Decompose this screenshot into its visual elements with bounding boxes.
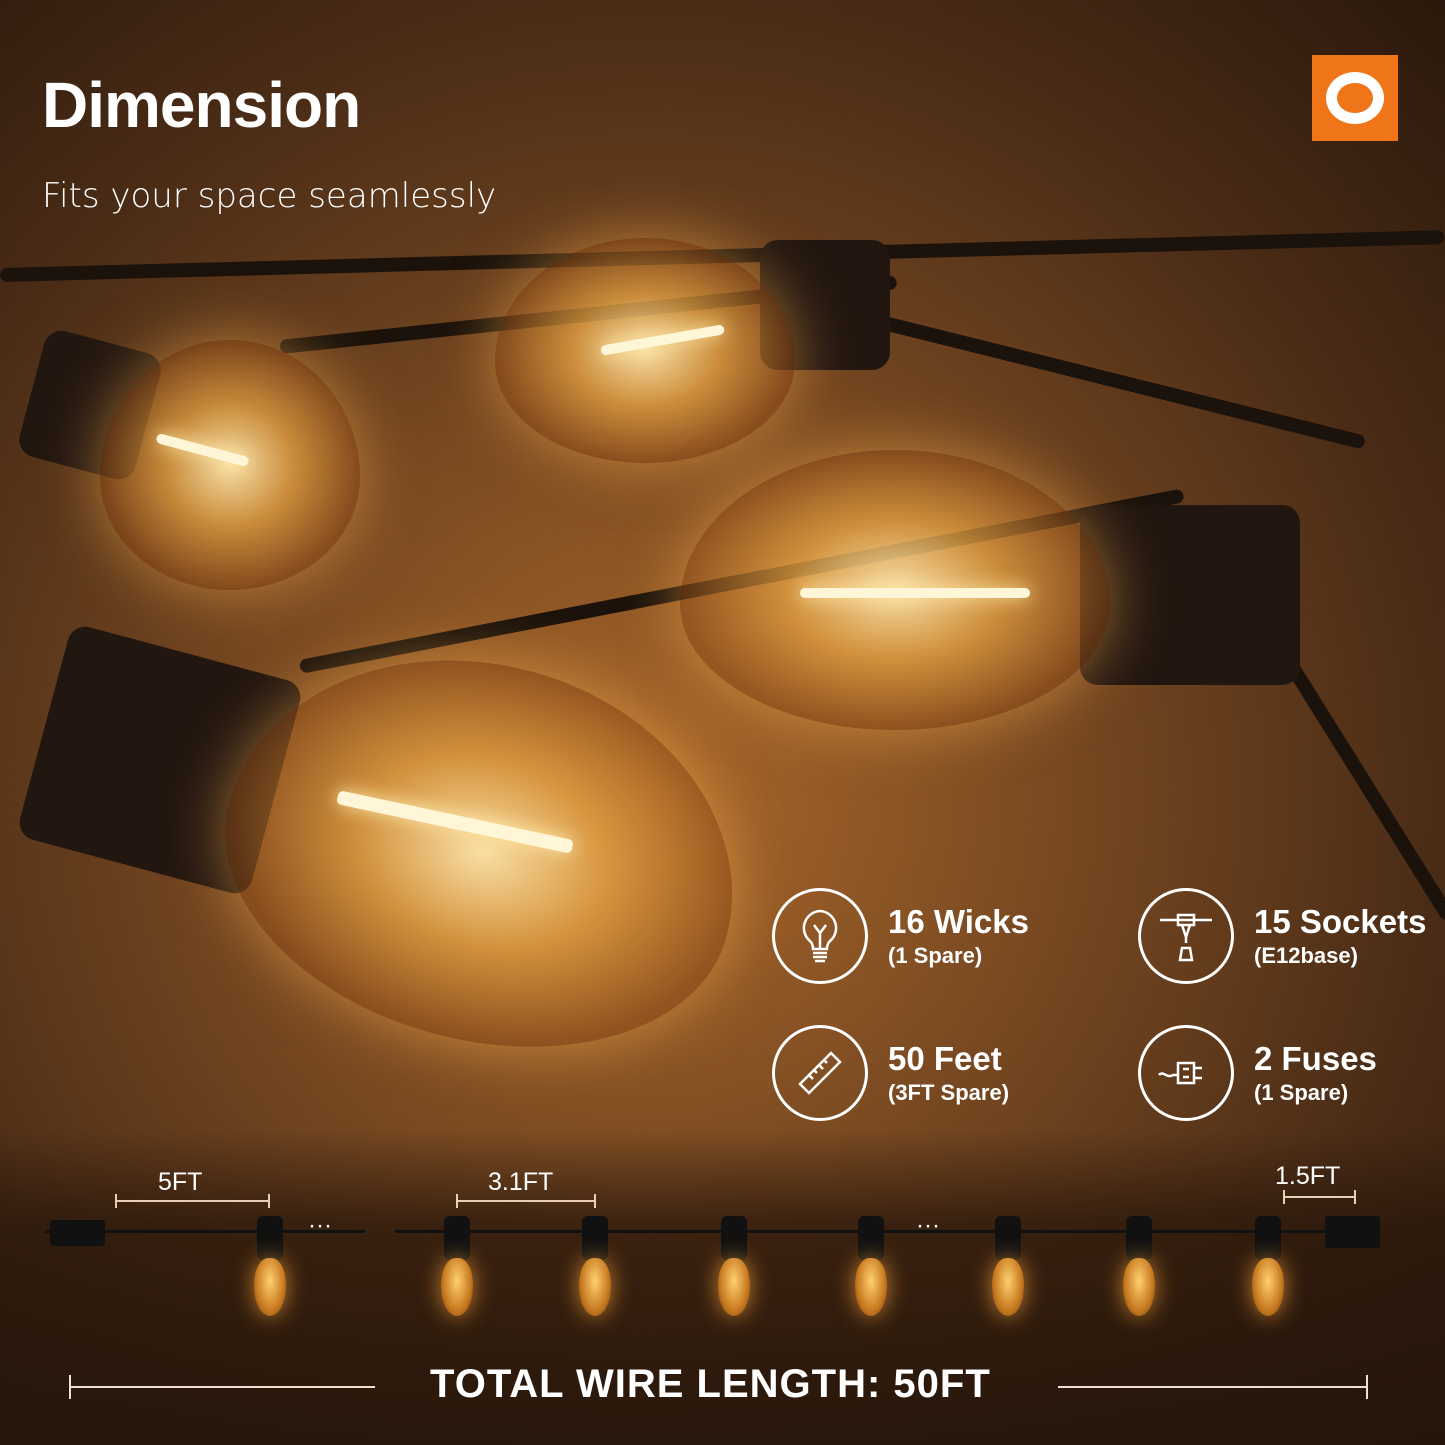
- filament: [800, 588, 1030, 598]
- feature-title: 16 Wicks: [888, 903, 1029, 940]
- cable: [858, 310, 1367, 450]
- plug-female: [1325, 1216, 1380, 1248]
- mini-bulb: [1123, 1258, 1155, 1316]
- socket: [1080, 505, 1300, 685]
- feature-fuses: 2 Fuses (1 Spare): [1138, 1025, 1377, 1121]
- total-line-left: [70, 1386, 375, 1388]
- mini-bulb: [441, 1258, 473, 1316]
- feature-title: 2 Fuses: [1254, 1040, 1377, 1077]
- mini-bulb: [718, 1258, 750, 1316]
- total-line-right: [1058, 1386, 1368, 1388]
- ellipsis: ···: [308, 1212, 332, 1239]
- ruler-icon: [772, 1025, 868, 1121]
- lead-length-label: 5FT: [158, 1168, 203, 1196]
- tail-length-bar: [1283, 1190, 1356, 1204]
- feature-note: (E12base): [1254, 943, 1358, 968]
- feature-title: 50 Feet: [888, 1040, 1002, 1077]
- feature-sockets: 15 Sockets (E12base): [1138, 888, 1426, 984]
- spacing-bar: [456, 1194, 596, 1208]
- feature-note: (3FT Spare): [888, 1080, 1010, 1105]
- mini-bulb: [254, 1258, 286, 1316]
- feature-title: 15 Sockets: [1254, 903, 1427, 940]
- bulb: [100, 340, 360, 590]
- wire: [45, 1230, 365, 1233]
- plug-fuse-icon: [1138, 1025, 1234, 1121]
- tail-length-label: 1.5FT: [1275, 1162, 1341, 1190]
- feature-note: (1 Spare): [1254, 1080, 1349, 1105]
- cable: [1274, 643, 1445, 923]
- lightbulb-icon: [772, 888, 868, 984]
- spacing-label: 3.1FT: [488, 1168, 554, 1196]
- mini-bulb: [992, 1258, 1024, 1316]
- feature-note: (1 Spare): [888, 943, 983, 968]
- ellipsis: ···: [916, 1212, 940, 1239]
- lead-length-bar: [115, 1194, 270, 1208]
- brand-logo: [1312, 55, 1398, 141]
- bulb: [495, 238, 795, 463]
- mini-bulb: [1252, 1258, 1284, 1316]
- mini-bulb: [579, 1258, 611, 1316]
- mini-bulb: [855, 1258, 887, 1316]
- total-tick: [1366, 1375, 1368, 1399]
- plug-male: [50, 1220, 105, 1246]
- feature-length: 50 Feet (3FT Spare): [772, 1025, 1009, 1121]
- socket-icon: [1138, 888, 1234, 984]
- page-title: Dimension: [42, 69, 361, 141]
- feature-wicks: 16 Wicks (1 Spare): [772, 888, 1029, 984]
- total-tick: [69, 1375, 71, 1399]
- total-wire-length: TOTAL WIRE LENGTH: 50FT: [430, 1362, 991, 1406]
- page-subtitle: Fits your space seamlessly: [42, 176, 497, 216]
